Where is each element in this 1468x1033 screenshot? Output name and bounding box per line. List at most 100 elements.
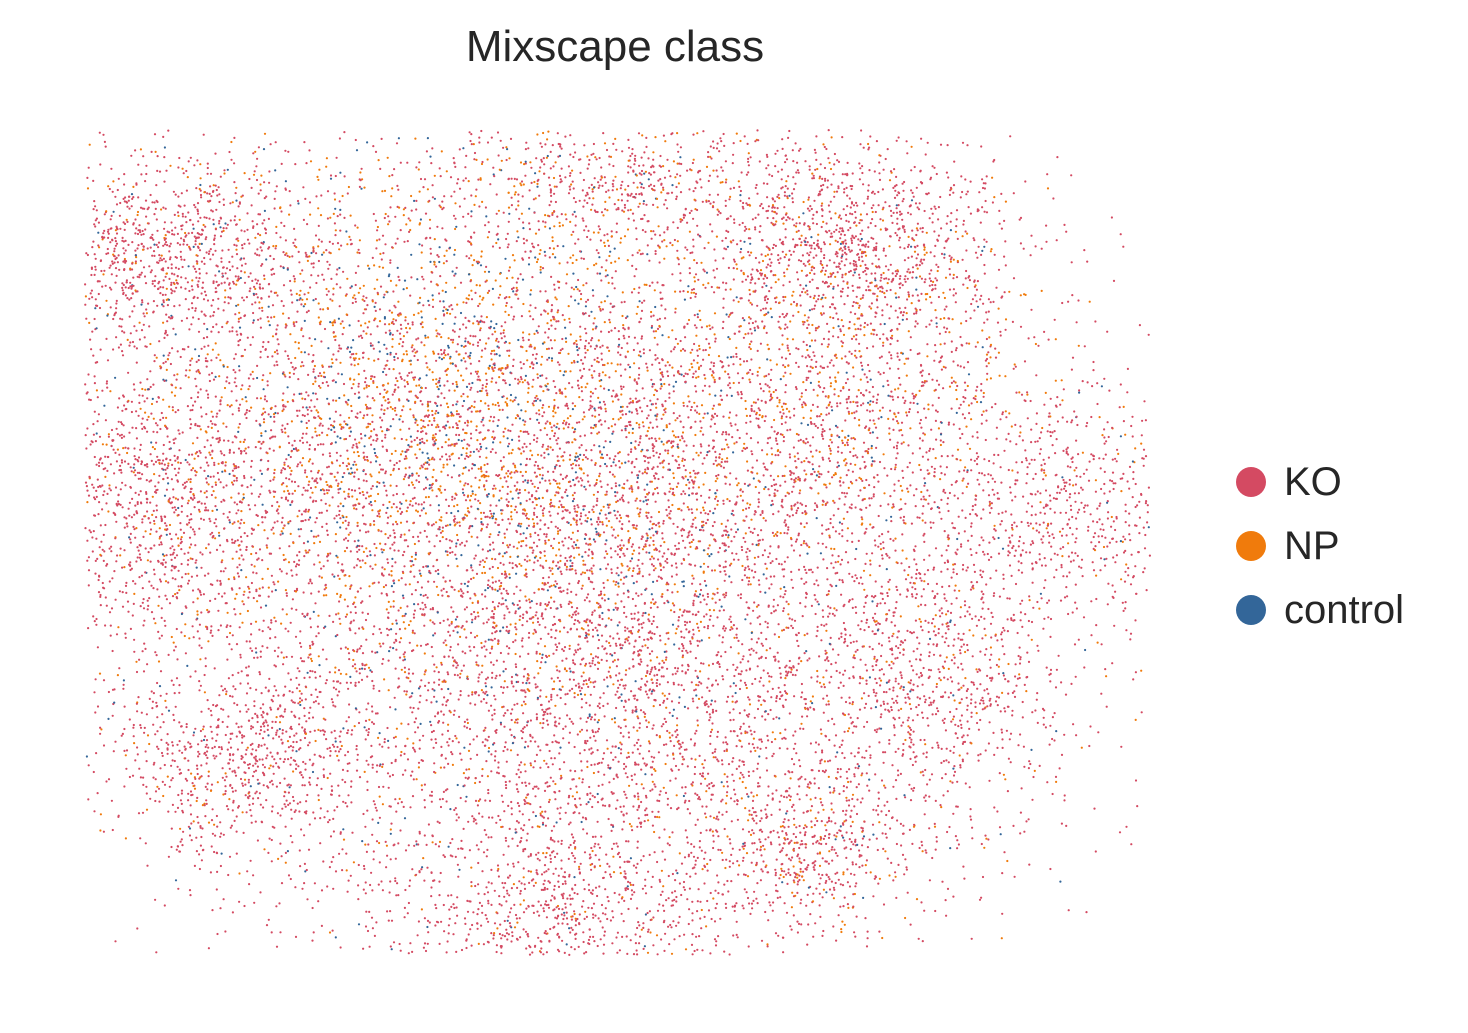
scatter-point	[720, 166, 722, 168]
scatter-point	[442, 300, 444, 302]
scatter-point	[269, 838, 271, 840]
scatter-point	[508, 213, 510, 215]
scatter-point	[458, 590, 460, 592]
scatter-point	[472, 335, 474, 337]
scatter-point	[412, 795, 414, 797]
scatter-point	[614, 327, 616, 329]
scatter-point	[502, 332, 504, 334]
scatter-point	[805, 442, 807, 444]
scatter-point	[689, 651, 691, 653]
scatter-point	[750, 519, 752, 521]
scatter-point	[449, 649, 451, 651]
scatter-point	[615, 370, 617, 372]
scatter-point	[614, 138, 616, 140]
scatter-point	[745, 669, 747, 671]
scatter-point	[753, 795, 755, 797]
scatter-point	[464, 784, 466, 786]
scatter-point	[460, 312, 462, 314]
scatter-point	[620, 417, 622, 419]
scatter-point	[766, 769, 768, 771]
scatter-point	[447, 673, 449, 675]
scatter-point	[845, 464, 847, 466]
scatter-point	[582, 628, 584, 630]
scatter-point	[267, 460, 269, 462]
scatter-point	[166, 534, 168, 536]
scatter-point	[364, 435, 366, 437]
scatter-point	[548, 348, 550, 350]
scatter-point	[481, 593, 483, 595]
scatter-point	[442, 536, 444, 538]
scatter-point	[624, 301, 626, 303]
scatter-point	[474, 335, 476, 337]
scatter-point	[425, 512, 427, 514]
scatter-point	[423, 488, 425, 490]
scatter-point	[474, 636, 476, 638]
scatter-point	[763, 517, 765, 519]
scatter-point	[338, 669, 340, 671]
scatter-point	[444, 238, 446, 240]
scatter-point	[511, 807, 513, 809]
scatter-point	[622, 291, 624, 293]
scatter-point	[390, 833, 392, 835]
scatter-point	[835, 240, 837, 242]
scatter-point	[580, 477, 582, 479]
scatter-point	[356, 417, 358, 419]
scatter-point	[623, 483, 625, 485]
scatter-point	[578, 464, 580, 466]
scatter-point	[301, 361, 303, 363]
scatter-point	[520, 367, 522, 369]
scatter-point	[395, 284, 397, 286]
scatter-point	[342, 476, 344, 478]
scatter-point	[441, 353, 443, 355]
scatter-point	[383, 549, 385, 551]
scatter-point	[605, 539, 607, 541]
scatter-point	[627, 454, 629, 456]
scatter-point	[457, 664, 459, 666]
scatter-point	[359, 239, 361, 241]
scatter-point	[372, 485, 374, 487]
scatter-point	[354, 540, 356, 542]
scatter-point	[532, 552, 534, 554]
scatter-point	[348, 522, 350, 524]
scatter-point	[646, 665, 648, 667]
scatter-point	[854, 657, 856, 659]
scatter-point	[352, 339, 354, 341]
scatter-point	[488, 271, 490, 273]
scatter-point	[1001, 937, 1003, 939]
scatter-point	[491, 714, 493, 716]
scatter-point	[688, 401, 690, 403]
scatter-point	[500, 367, 502, 369]
scatter-point	[660, 545, 662, 547]
scatter-point	[670, 807, 672, 809]
scatter-point	[379, 516, 381, 518]
scatter-point	[764, 420, 766, 422]
scatter-point	[579, 454, 581, 456]
scatter-point	[668, 732, 670, 734]
scatter-point	[358, 442, 360, 444]
scatter-point	[803, 526, 805, 528]
scatter-point	[243, 475, 245, 477]
scatter-point	[564, 327, 566, 329]
scatter-point	[415, 840, 417, 842]
scatter-point	[246, 409, 248, 411]
scatter-point	[522, 381, 524, 383]
scatter-point	[588, 315, 590, 317]
scatter-point	[907, 892, 909, 894]
scatter-point	[373, 625, 375, 627]
scatter-point	[559, 225, 561, 227]
scatter-point	[517, 681, 519, 683]
scatter-point	[427, 457, 429, 459]
scatter-point	[407, 723, 409, 725]
scatter-point	[499, 441, 501, 443]
scatter-point	[405, 327, 407, 329]
scatter-point	[519, 489, 521, 491]
scatter-point	[582, 459, 584, 461]
scatter-point	[232, 634, 234, 636]
scatter-point	[613, 458, 615, 460]
scatter-point	[434, 198, 436, 200]
scatter-point	[499, 490, 501, 492]
scatter-point	[460, 759, 462, 761]
scatter-point	[582, 560, 584, 562]
scatter-point	[166, 369, 168, 371]
scatter-point	[315, 536, 317, 538]
